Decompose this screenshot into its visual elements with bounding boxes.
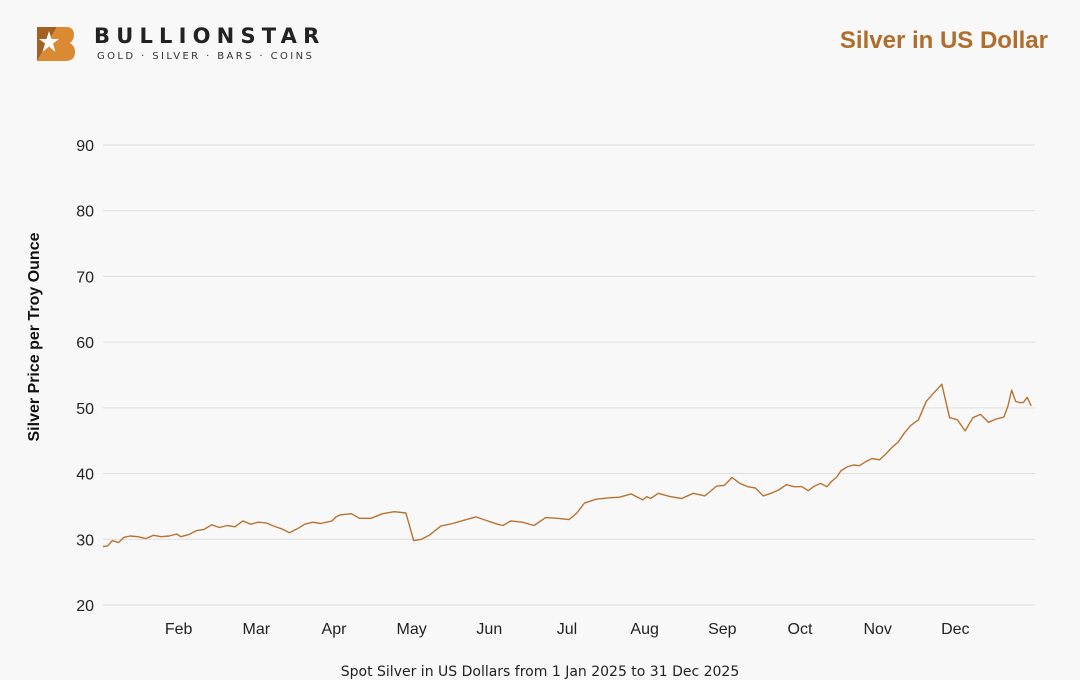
y-tick-label: 50 [76,401,94,418]
gridlines [103,144,1035,606]
y-tick-label: 20 [76,598,94,615]
y-tick-label: 80 [76,204,94,221]
x-tick-label: Jul [557,621,577,638]
x-tick-label: Jun [476,621,502,638]
x-tick-label: May [397,621,427,638]
x-tick-label: Sep [708,621,737,638]
chart-caption: Spot Silver in US Dollars from 1 Jan 202… [340,664,740,680]
y-axis-ticks: 20 30 40 50 60 70 80 90 [76,138,94,615]
x-tick-label: Nov [863,621,891,638]
x-tick-label: Dec [941,621,969,638]
brand-name: BULLIONSTAR [94,24,326,48]
bullionstar-logo-icon [37,27,75,61]
y-tick-label: 70 [76,269,94,286]
silver-price-line[interactable] [102,383,1032,548]
y-tick-label: 40 [76,467,94,484]
x-tick-label: Oct [788,621,813,638]
x-tick-label: Mar [243,621,271,638]
x-tick-label: Feb [165,621,193,638]
y-tick-label: 30 [76,532,94,549]
brand-logo[interactable]: BULLIONSTAR GOLD · SILVER · BARS · COINS [37,24,327,67]
y-tick-label: 90 [76,138,94,155]
x-tick-label: Apr [322,621,348,638]
x-axis-ticks: Feb Mar Apr May Jun Jul Aug Sep Oct Nov Dec [165,621,970,638]
chart-title: Silver in US Dollar [839,27,1048,54]
x-tick-label: Aug [630,621,658,638]
y-tick-label: 60 [76,335,94,352]
brand-tagline: GOLD · SILVER · BARS · COINS [97,51,315,62]
